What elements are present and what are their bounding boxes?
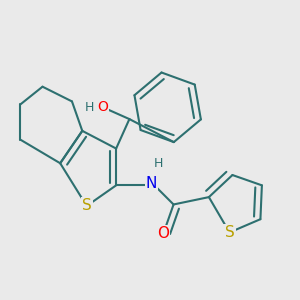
Text: H: H: [85, 101, 94, 114]
Text: N: N: [146, 176, 157, 191]
Text: S: S: [82, 198, 92, 213]
Text: H: H: [154, 157, 164, 170]
Text: S: S: [225, 225, 234, 240]
Text: O: O: [157, 226, 169, 242]
Text: O: O: [98, 100, 108, 114]
